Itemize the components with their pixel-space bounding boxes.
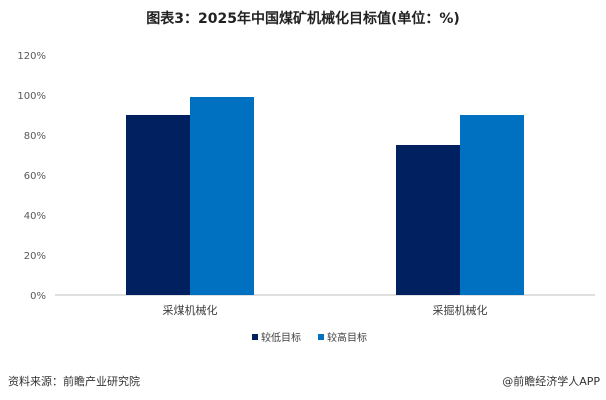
- y-tick-label: 0%: [30, 291, 46, 302]
- bar: [190, 97, 254, 295]
- bar-chart: 0% 20% 40% 60% 80% 100% 120% 采煤机械化 采掘机械化 较低目标 较高…: [17, 51, 595, 344]
- x-category-label: 采煤机械化: [163, 303, 218, 317]
- x-category-label: 采掘机械化: [433, 303, 488, 317]
- chart-title: 图表3：2025年中国煤矿机械化目标值(单位：%): [146, 11, 460, 27]
- bars: [126, 97, 524, 295]
- legend-swatch: [252, 334, 258, 340]
- legend-label: 较低目标: [261, 331, 301, 344]
- y-tick-label: 80%: [24, 131, 46, 142]
- source-note: 资料来源：前瞻产业研究院: [8, 375, 140, 388]
- legend-label: 较高目标: [327, 331, 367, 344]
- legend-swatch: [318, 334, 324, 340]
- y-tick-label: 40%: [24, 211, 46, 222]
- credit-note: @前瞻经济学人APP: [502, 375, 600, 388]
- bar: [396, 145, 460, 295]
- legend: 较低目标 较高目标: [252, 331, 367, 344]
- bar: [460, 115, 524, 295]
- y-tick-label: 20%: [24, 251, 46, 262]
- y-tick-label: 120%: [17, 51, 46, 62]
- y-tick-label: 100%: [17, 91, 46, 102]
- y-tick-label: 60%: [24, 171, 46, 182]
- y-axis-ticks: 0% 20% 40% 60% 80% 100% 120%: [17, 51, 46, 302]
- category-labels: 采煤机械化 采掘机械化: [163, 303, 488, 317]
- bar: [126, 115, 190, 295]
